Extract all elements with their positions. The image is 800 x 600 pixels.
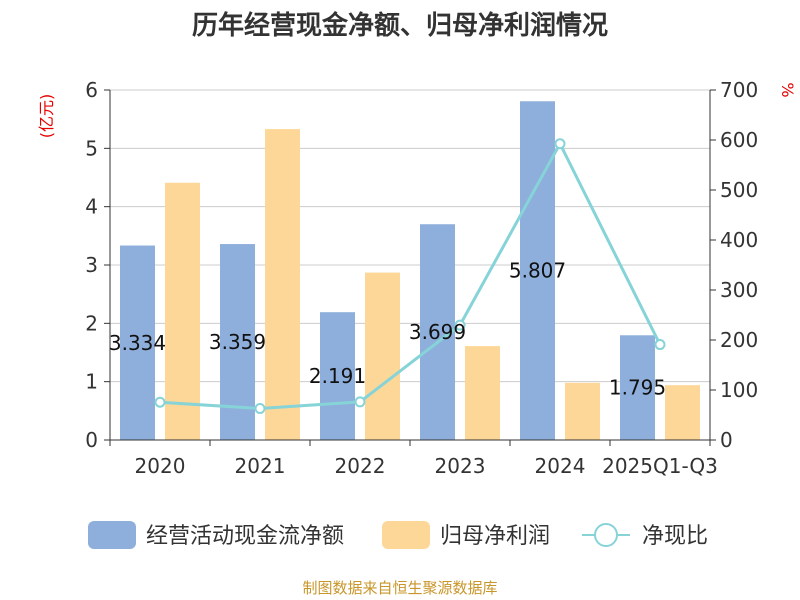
bar-net-profit <box>565 382 600 440</box>
right-tick-label: 500 <box>720 178 758 202</box>
legend-swatch <box>382 521 430 549</box>
right-tick-label: 100 <box>720 378 758 402</box>
source-note: 制图数据来自恒生聚源数据库 <box>302 579 497 597</box>
bar-net-profit <box>265 129 300 441</box>
data-labels: 3.334 3.359 2.191 3.699 5.807 1.795 <box>109 259 666 400</box>
left-tick-label: 2 <box>85 311 98 335</box>
ratio-point <box>354 396 366 408</box>
bar-operating-cash-flow <box>520 101 555 440</box>
right-tick-label: 400 <box>720 228 758 252</box>
x-tick-label: 2021 <box>235 454 286 478</box>
bar-operating-cash-flow <box>620 335 655 440</box>
left-tick-label: 6 <box>85 78 98 102</box>
right-tick-label: 0 <box>720 428 733 452</box>
left-tick-label: 3 <box>85 253 98 277</box>
x-tick-label: 2025Q1-Q3 <box>602 454 718 478</box>
bar-data-label: 5.807 <box>509 259 566 283</box>
left-tick-label: 0 <box>85 428 98 452</box>
ratio-line-path <box>159 140 662 411</box>
ratio-point <box>454 319 466 331</box>
right-tick-label: 600 <box>720 128 758 152</box>
legend-label: 经营活动现金流净额 <box>146 524 344 549</box>
bar-net-profit <box>665 385 700 440</box>
bar-net-profit <box>365 272 400 440</box>
legend: 经营活动现金流净额 归母净利润 净现比 <box>88 521 708 549</box>
bar-operating-cash-flow <box>320 312 355 440</box>
left-tick-label: 4 <box>85 195 98 219</box>
right-axis-unit: % <box>778 82 797 97</box>
bar-data-label: 2.191 <box>309 364 366 388</box>
left-axis-unit: (亿元) <box>37 94 56 139</box>
bar-net-profit <box>165 182 200 440</box>
legend-label: 净现比 <box>642 524 708 549</box>
ratio-point <box>254 403 266 414</box>
ratio-point <box>554 138 566 150</box>
bar-net-profit <box>465 346 500 440</box>
legend-marker <box>594 523 618 547</box>
gridlines <box>110 89 710 383</box>
bar-data-label: 3.699 <box>409 320 466 344</box>
bar-operating-cash-flow <box>120 245 155 440</box>
x-tick-label: 2024 <box>535 454 586 478</box>
bar-data-label: 3.334 <box>109 331 166 355</box>
ratio-line <box>154 138 666 414</box>
bar-data-label: 1.795 <box>609 376 666 400</box>
legend-swatch <box>88 521 136 549</box>
ratio-point <box>654 339 666 351</box>
chart-title: 历年经营现金净额、归母净利润情况 <box>192 10 608 41</box>
left-tick-label: 1 <box>85 370 98 394</box>
right-tick-label: 700 <box>720 78 758 102</box>
right-tick-label: 300 <box>720 278 758 302</box>
bar-data-label: 3.359 <box>209 330 266 354</box>
ratio-point <box>154 396 166 408</box>
axes: 0 1 2 3 4 5 6 0 100 200 300 400 500 600 700 2020 2021 202… <box>85 78 758 478</box>
x-tick-label: 2022 <box>335 454 386 478</box>
legend-label: 归母净利润 <box>440 524 550 549</box>
x-tick-label: 2023 <box>435 454 486 478</box>
right-tick-label: 200 <box>720 328 758 352</box>
x-tick-label: 2020 <box>135 454 186 478</box>
left-tick-label: 5 <box>85 136 98 160</box>
